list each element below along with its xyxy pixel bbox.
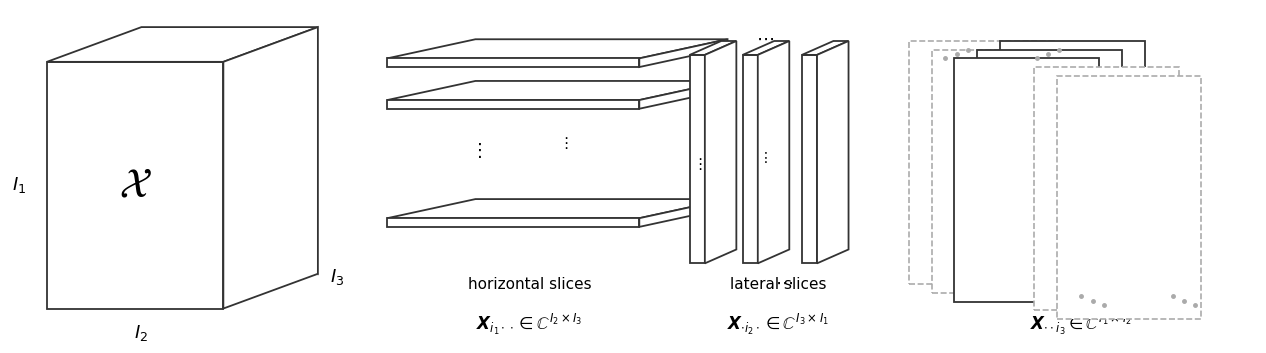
Text: $\vdots$: $\vdots$ [693,156,703,172]
Text: $I_1$: $I_1$ [13,175,27,195]
Polygon shape [909,41,1055,284]
Text: $\boldsymbol{X}_{\cdot i_2\cdot} \in \mathbb{C}^{I_3 \times I_1}$: $\boldsymbol{X}_{\cdot i_2\cdot} \in \ma… [727,312,829,337]
Polygon shape [387,81,728,100]
Polygon shape [1034,67,1179,310]
Polygon shape [387,39,728,58]
Polygon shape [387,199,728,218]
Text: $\mathcal{X}$: $\mathcal{X}$ [119,164,152,206]
Polygon shape [47,27,318,62]
Polygon shape [639,39,728,67]
Text: $I_2$: $I_2$ [134,323,148,343]
Polygon shape [932,50,1076,293]
Polygon shape [1057,76,1201,319]
Polygon shape [743,41,789,55]
Text: lateral slices: lateral slices [729,277,827,292]
Text: $\cdots$: $\cdots$ [775,274,794,292]
Text: $\vdots$: $\vdots$ [558,136,568,151]
Text: $\boldsymbol{X}_{\cdot\cdot i_3} \in \mathbb{C}^{I_1 \times I_2}$: $\boldsymbol{X}_{\cdot\cdot i_3} \in \ma… [1029,312,1132,337]
Polygon shape [705,41,737,263]
Polygon shape [801,55,817,263]
Polygon shape [690,41,737,55]
Polygon shape [801,41,848,55]
Polygon shape [387,58,639,67]
Polygon shape [639,199,728,227]
Polygon shape [817,41,848,263]
Text: $\vdots$: $\vdots$ [758,150,767,165]
Polygon shape [743,55,758,263]
Polygon shape [387,218,639,227]
Polygon shape [223,27,318,309]
Polygon shape [47,62,223,309]
Polygon shape [758,41,789,263]
Text: $\cdots$: $\cdots$ [756,30,775,48]
Text: $I_3$: $I_3$ [329,267,344,287]
Polygon shape [690,55,705,263]
Text: $\boldsymbol{X}_{i_1\cdot\cdot} \in \mathbb{C}^{I_2 \times I_3}$: $\boldsymbol{X}_{i_1\cdot\cdot} \in \mat… [476,312,582,337]
Text: horizontal slices: horizontal slices [468,277,591,292]
Text: frontal slices: frontal slices [1032,277,1129,292]
Polygon shape [977,50,1122,293]
Text: $\vdots$: $\vdots$ [470,141,481,160]
Polygon shape [1000,41,1144,284]
Polygon shape [387,100,639,109]
Polygon shape [639,81,728,109]
Polygon shape [955,58,1099,301]
